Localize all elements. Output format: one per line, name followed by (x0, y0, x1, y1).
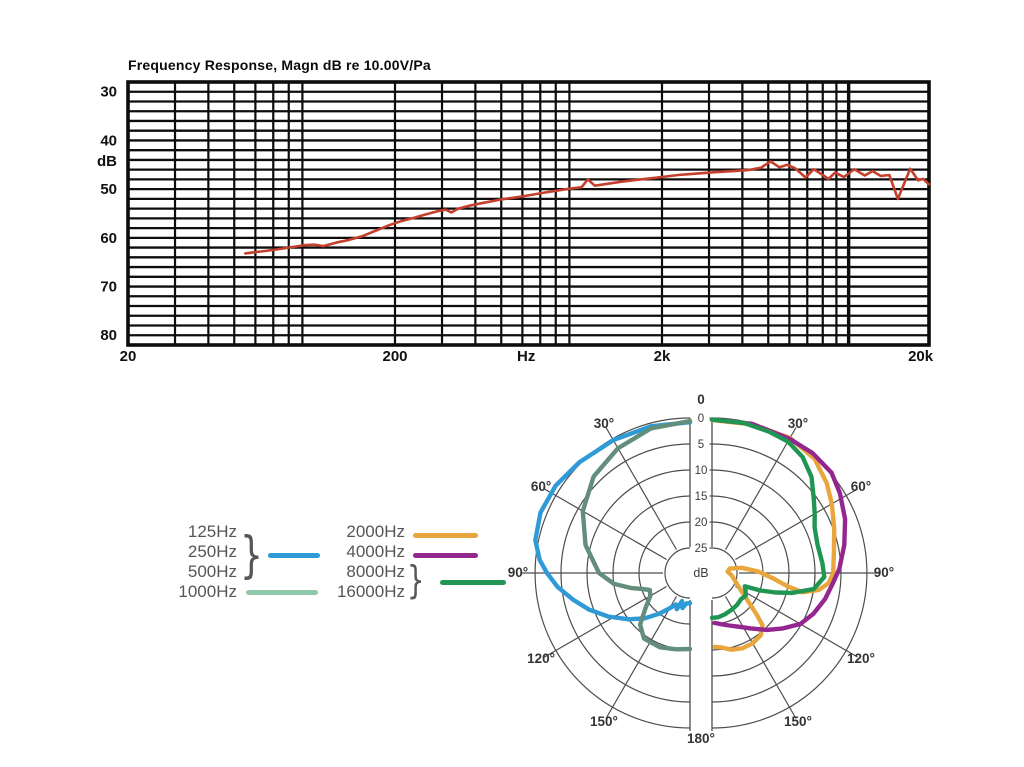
legend-label-1000Hz: 1000Hz (178, 582, 237, 601)
fr-chart-title: Frequency Response, Magn dB re 10.00V/Pa (128, 57, 431, 73)
fr-x-tick-label: Hz (517, 348, 535, 365)
polar-db-ring-label: 0 (698, 413, 704, 425)
fr-grid (126, 80, 931, 347)
fr-x-tick-label: 2k (654, 348, 671, 365)
polar-spoke (724, 427, 797, 550)
legend-brace: } (407, 558, 425, 603)
polar-angle-labels: 0 180° 30° 30° 60° 60° 90° 90° 120° 120° 150° 150° (508, 392, 894, 746)
polar-series-1000Hz (580, 418, 693, 652)
polar-angle-label-left: 60° (531, 479, 551, 494)
fr-axis-labels: 30 40 50 60 70 80 dB 20 200 Hz 2k 20k (97, 84, 934, 365)
polar-angle-label-right: 30° (788, 416, 808, 431)
fr-y-tick-label: 70 (100, 279, 117, 296)
polar-angle-label-right: 120° (847, 651, 875, 666)
polar-db-ring-label: 15 (695, 491, 708, 503)
legend-label-125Hz: 125Hz (187, 522, 237, 541)
polar-angle-label-right: 90° (874, 565, 894, 580)
label-backing (692, 489, 710, 503)
polar-db-ring-label: 5 (698, 439, 704, 451)
polar-angle-label-left: 30° (594, 416, 614, 431)
fr-y-tick-label: 80 (100, 327, 117, 344)
polar-db-ring-label: 10 (695, 465, 708, 477)
fr-y-tick-label: 40 (100, 132, 117, 149)
polar-ring-right (711, 547, 738, 599)
polar-db-ring-label: 20 (695, 517, 708, 529)
fr-x-tick-label: 200 (382, 348, 407, 365)
polar-spoke (544, 488, 667, 561)
polar-angle-label-right: 60° (851, 479, 871, 494)
legend-brace: } (240, 526, 263, 584)
label-backing (692, 515, 710, 529)
fr-x-tick-label: 20k (908, 348, 934, 365)
legend-label-250Hz: 250Hz (187, 542, 237, 561)
legend-label-4000Hz: 4000Hz (346, 542, 405, 561)
polar-angle-label-right: 150° (784, 714, 812, 729)
label-backing (692, 541, 710, 555)
fr-response-curve (244, 160, 931, 255)
legend-label-16000Hz: 16000Hz (336, 582, 405, 601)
polar-grid (522, 417, 880, 731)
polar-series-4000Hz (709, 417, 848, 633)
polar-angle-label-left: 150° (590, 714, 618, 729)
fr-y-tick-label: 60 (100, 230, 117, 247)
polar-ring-left (664, 547, 691, 599)
label-backing (692, 437, 710, 451)
label-backing (692, 411, 710, 425)
fr-y-tick-label: 30 (100, 84, 117, 101)
fr-y-axis-unit: dB (97, 153, 117, 170)
polar-center-db-label: dB (693, 566, 708, 580)
polar-spoke (724, 596, 797, 719)
polar-series-8000-16000Hz (709, 417, 827, 620)
legend-swatch (413, 532, 478, 538)
polar-db-ring-label: 25 (695, 543, 708, 555)
polar-spoke (544, 585, 667, 658)
polar-angle-label-left: 120° (527, 651, 555, 666)
polar-angle-label-180: 180° (687, 731, 715, 746)
polar-spoke (605, 596, 678, 719)
label-backing (692, 463, 710, 477)
legend-swatch (268, 552, 320, 558)
polar-spoke (735, 585, 858, 658)
polar-spoke (735, 488, 858, 561)
polar-series-125-250-500Hz (533, 420, 693, 622)
polar-angle-label-0: 0 (697, 392, 705, 407)
legend-label-8000Hz: 8000Hz (346, 562, 405, 581)
fr-frame (126, 80, 931, 347)
legend-swatch (413, 552, 478, 558)
polar-series-2000Hz (709, 417, 837, 652)
polar-angle-label-left: 90° (508, 565, 528, 580)
legend-label-2000Hz: 2000Hz (346, 522, 405, 541)
legend-label-500Hz: 500Hz (187, 562, 237, 581)
fr-y-tick-label: 50 (100, 181, 117, 198)
polar-radial-labels: 0 5 10 15 20 25 dB (692, 411, 710, 580)
legend-swatch (246, 589, 318, 595)
fr-x-tick-label: 20 (120, 348, 137, 365)
legend-swatch (440, 579, 506, 585)
